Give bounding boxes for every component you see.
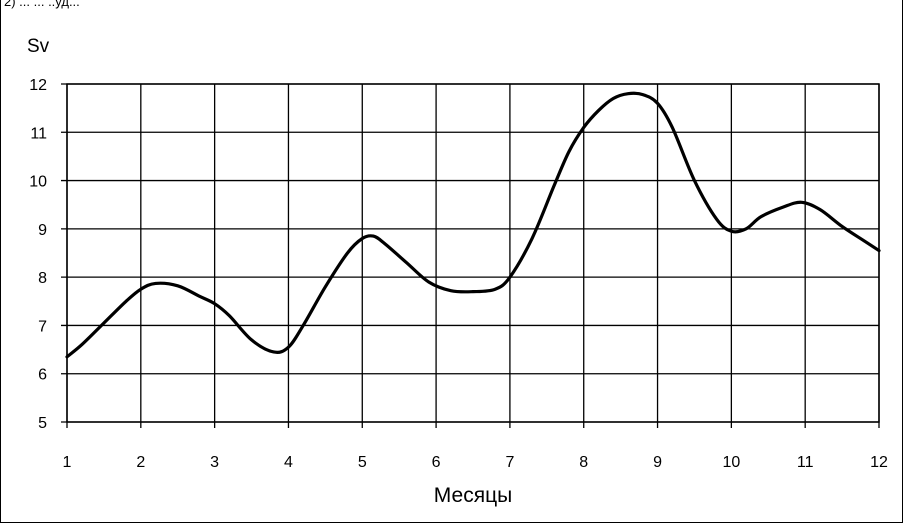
y-axis-ticks: 5 6 7 8 9 10 11 12 bbox=[29, 77, 47, 432]
x-tick-label: 12 bbox=[870, 454, 888, 471]
y-tick-label: 7 bbox=[38, 318, 47, 335]
y-axis-label: Sv bbox=[27, 36, 50, 57]
y-tick-label: 5 bbox=[38, 415, 47, 432]
y-tick-label: 11 bbox=[30, 125, 47, 142]
x-tick-label: 3 bbox=[210, 454, 219, 471]
x-tick-label: 9 bbox=[653, 454, 662, 471]
x-tick-label: 1 bbox=[63, 454, 72, 471]
x-axis-label: Месяцы bbox=[434, 484, 512, 507]
x-tick-label: 6 bbox=[432, 454, 441, 471]
cropped-caption: 2) ... ... ..уд... bbox=[4, 0, 80, 9]
y-tick-label: 6 bbox=[38, 367, 47, 384]
x-tick-label: 11 bbox=[797, 454, 814, 471]
y-tick-label: 9 bbox=[38, 222, 47, 239]
series-line bbox=[65, 91, 881, 359]
x-tick-label: 8 bbox=[579, 454, 588, 471]
y-tick-label: 8 bbox=[38, 270, 47, 287]
chart-grid bbox=[61, 83, 880, 428]
x-axis-ticks: 1 2 3 4 5 6 7 8 9 10 11 12 bbox=[63, 454, 888, 471]
plot-area-border bbox=[66, 83, 880, 423]
x-tick-label: 4 bbox=[284, 454, 293, 471]
y-tick-label: 12 bbox=[29, 77, 47, 94]
x-tick-label: 5 bbox=[358, 454, 367, 471]
x-tick-label: 7 bbox=[505, 454, 514, 471]
y-tick-label: 10 bbox=[29, 174, 47, 191]
x-tick-label: 10 bbox=[722, 454, 740, 471]
x-tick-label: 2 bbox=[136, 454, 145, 471]
